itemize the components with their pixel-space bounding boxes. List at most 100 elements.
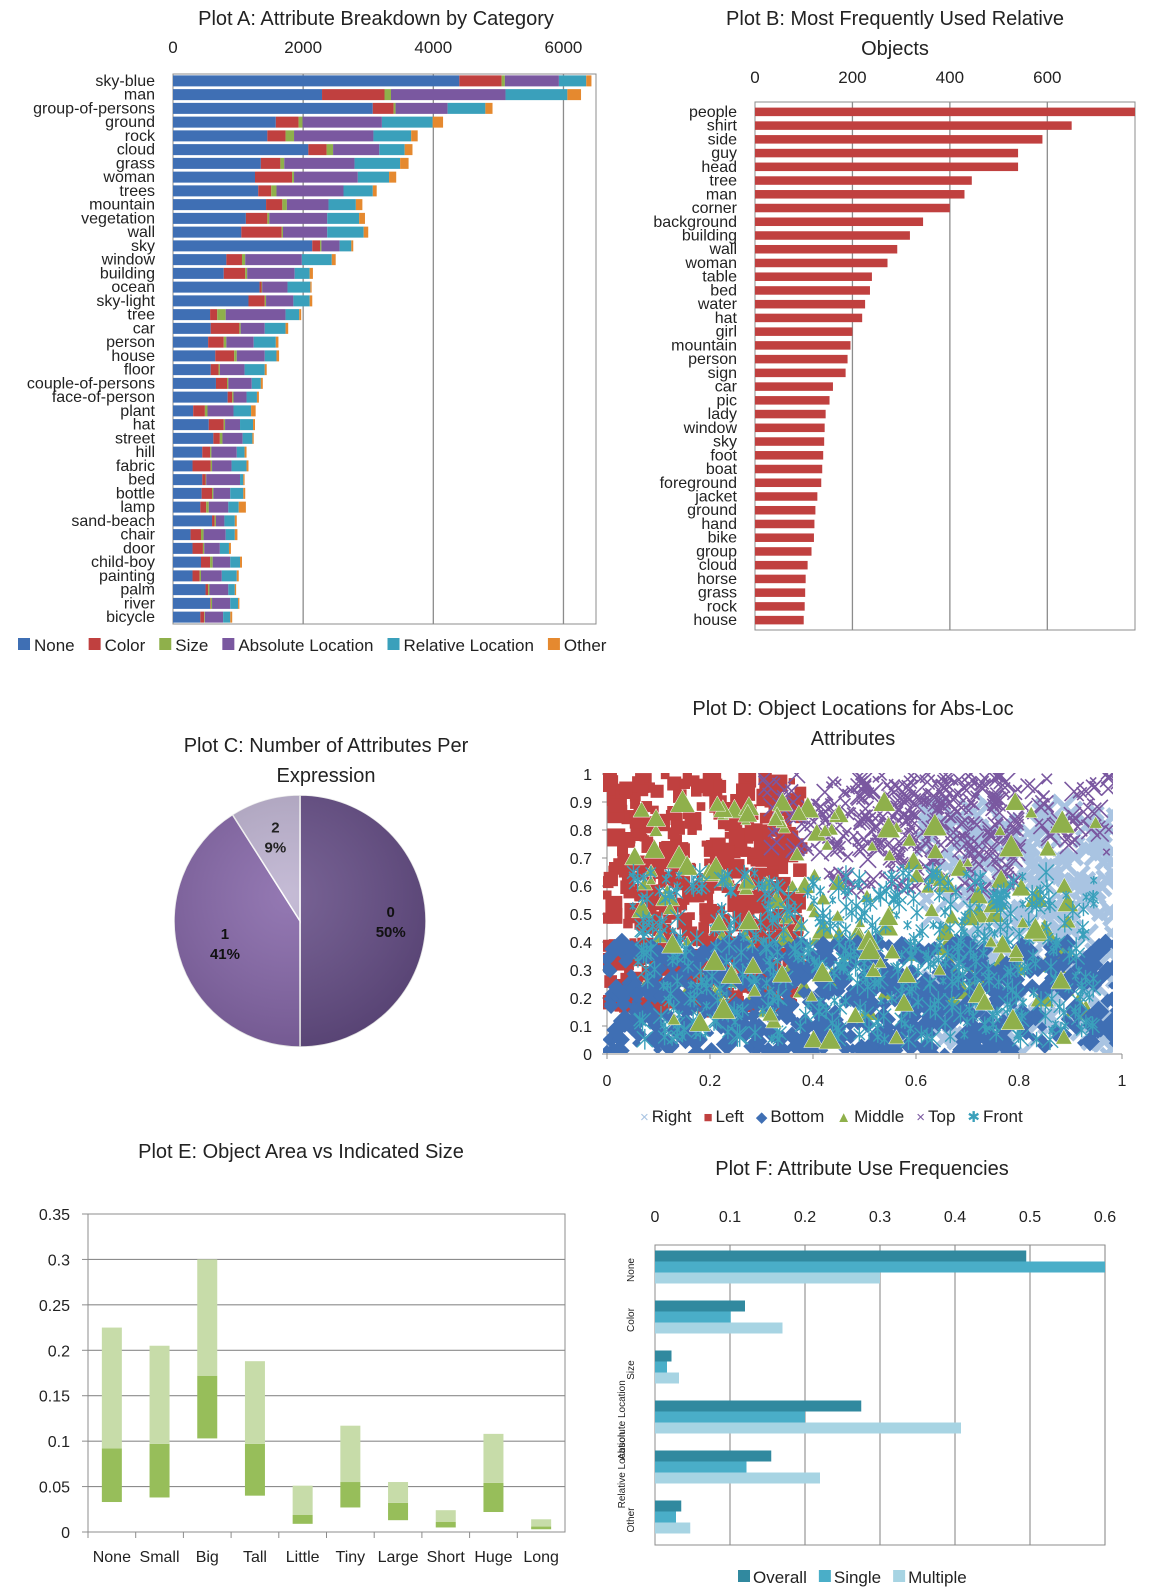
plot-b-category-label: car <box>715 379 738 396</box>
plot-d-point-front <box>666 1032 678 1046</box>
plot-d-point-left <box>744 823 763 842</box>
plot-a-bar-relative-location <box>230 597 239 609</box>
plot-d-point-front <box>763 875 776 891</box>
plot-c-slice-label: 1 <box>221 926 229 943</box>
plot-d-point-bottom <box>884 1035 905 1053</box>
plot-d-point-top <box>1117 788 1133 804</box>
plot-d-point-middle <box>829 810 841 820</box>
plot-a-bar-relative-location <box>505 89 568 101</box>
plot-d-point-left <box>643 835 654 845</box>
plot-d-point-bottom <box>1037 991 1048 1002</box>
plot-a-bar-color <box>312 240 321 252</box>
plot-a-bar-color <box>267 130 286 142</box>
plot-f-category-label-line: Size <box>626 1360 637 1380</box>
plot-d-point-left <box>609 861 619 872</box>
plot-d-point-top <box>829 834 846 851</box>
plot-d-point-middle <box>662 901 678 915</box>
plot-a-bar-color <box>459 75 502 87</box>
plot-d-point-bottom <box>811 1048 821 1053</box>
plot-d-point-front <box>971 934 979 943</box>
plot-e-bar-upper <box>531 1519 552 1527</box>
plot-d-point-front <box>1070 1007 1087 1028</box>
plot-a-category-label: mountain <box>89 197 155 214</box>
plot-e-bar-lower <box>483 1482 504 1513</box>
plot-d-point-left <box>701 840 708 847</box>
plot-a-bar-none <box>173 199 267 211</box>
plot-d-point-bottom <box>973 1005 986 1018</box>
plot-d-point-front <box>730 1024 749 1047</box>
plot-d-point-top <box>864 781 884 801</box>
plot-d-point-left <box>698 778 714 794</box>
plot-f-panel: Plot F: Attribute Use Frequencies 0 0.1 0.… <box>617 1158 1116 1587</box>
plot-f-bar-single <box>655 1411 805 1423</box>
plot-b-category-label: man <box>706 186 737 203</box>
plot-d-point-front <box>1019 900 1027 909</box>
plot-f-bar-overall <box>655 1300 745 1312</box>
plot-d-point-top <box>938 773 949 783</box>
plot-a-bar-none <box>173 171 255 183</box>
plot-a-bar-size <box>204 611 205 623</box>
plot-d-point-top <box>876 773 888 782</box>
plot-b-category-label: grass <box>698 585 737 602</box>
plot-d-point-left <box>650 805 659 815</box>
plot-d-point-middle <box>854 917 866 928</box>
plot-d-point-front <box>647 961 662 978</box>
plot-a-bar-relative-location <box>219 542 229 554</box>
plot-d-point-top <box>1104 824 1113 835</box>
plot-d-point-bottom <box>1064 1018 1076 1030</box>
plot-a-bar-relative-location <box>251 377 261 389</box>
plot-d-point-top <box>887 864 896 873</box>
plot-a-bar-size <box>219 432 223 444</box>
plot-d-point-front <box>923 1027 942 1050</box>
plot-d-point-left <box>644 782 655 793</box>
plot-d-title-line2: Attributes <box>811 728 895 750</box>
plot-a-category-label: wall <box>126 224 155 241</box>
plot-a-bar-absolute-location <box>233 391 247 403</box>
plot-b-bar <box>755 368 846 378</box>
plot-f-bar-multiple <box>655 1272 880 1284</box>
plot-a-bar-other <box>228 542 231 554</box>
plot-d-point-bottom <box>1058 933 1077 952</box>
plot-d-point-top <box>1012 784 1023 794</box>
plot-d-point-top <box>1102 848 1111 856</box>
plot-a-bar-color <box>226 254 242 266</box>
plot-a-bar-none <box>173 185 259 197</box>
plot-a-bar-none <box>173 267 224 279</box>
plot-a-bar-absolute-location <box>212 460 232 472</box>
plot-d-point-front <box>924 862 942 884</box>
plot-d-point-left <box>629 790 641 802</box>
plot-d-point-top <box>866 879 876 889</box>
plot-a-bar-size <box>210 446 212 458</box>
plot-e-title: Plot E: Object Area vs Indicated Size <box>138 1141 464 1163</box>
plot-a-title: Plot A: Attribute Breakdown by Category <box>198 8 554 30</box>
plot-d-ytick-label: 0.9 <box>570 795 592 812</box>
plot-d-point-bottom <box>628 986 645 1003</box>
plot-a-bar-absolute-location <box>213 487 231 499</box>
plot-f-bar-overall <box>655 1500 682 1512</box>
plot-d-point-left <box>658 841 675 858</box>
plot-a-bar-other <box>411 130 418 142</box>
plot-d-point-front <box>652 924 668 944</box>
plot-a-bar-color <box>254 171 293 183</box>
plot-d-point-middle <box>648 823 664 837</box>
plot-a-category-label: couple-of-persons <box>27 375 155 392</box>
plot-a-bar-relative-location <box>285 309 300 321</box>
plot-b-bar <box>755 341 851 350</box>
plot-a-bar-none <box>173 391 228 403</box>
plot-d-point-front <box>748 1024 762 1041</box>
plot-d-point-bottom <box>744 999 757 1011</box>
plot-d-point-top <box>1075 786 1088 799</box>
plot-a-bar-color <box>213 432 220 444</box>
plot-f-bar-multiple <box>655 1522 691 1534</box>
plot-a-bar-size <box>200 529 204 541</box>
plot-b-xtick-label: 200 <box>838 68 866 87</box>
plot-e-bar-upper <box>340 1425 361 1483</box>
plot-d-point-front <box>752 877 765 892</box>
plot-d-point-middle <box>967 884 989 904</box>
plot-e-ytick-label: 0.35 <box>39 1207 70 1224</box>
plot-b-xtick-label: 400 <box>936 68 964 87</box>
plot-d-point-front <box>1051 1019 1060 1029</box>
plot-d-point-front <box>924 976 936 990</box>
plot-b-bar <box>755 464 823 474</box>
plot-e-panel: Plot E: Object Area vs Indicated Size 0 0… <box>39 1141 566 1566</box>
